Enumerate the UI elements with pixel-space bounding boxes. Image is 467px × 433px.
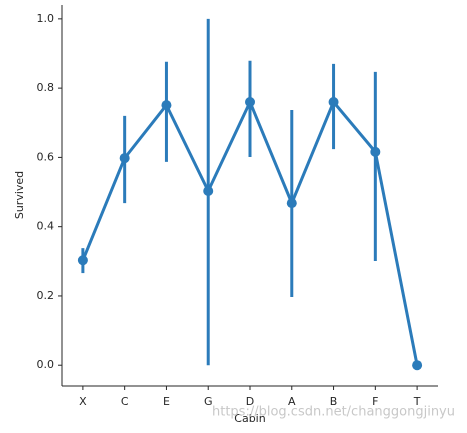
x-tick-label: D [246,395,254,408]
x-tick-label: X [79,395,87,408]
point [286,198,297,209]
x-tick-label: B [330,395,338,408]
y-axis-label: Survived [13,171,26,219]
point [245,96,255,107]
x-tick-label: A [288,395,296,408]
y-tick-label: 0.2 [37,289,55,302]
y-tick-label: 1.0 [37,12,55,25]
x-tick-label: E [163,395,170,408]
y-tick-label: 0.6 [37,150,55,163]
point [161,100,172,111]
point [77,255,88,266]
x-tick-label: G [204,395,213,408]
point [412,360,423,371]
point [119,153,130,164]
point [203,185,214,196]
x-tick-label: T [413,395,421,408]
y-tick-label: 0.0 [37,358,55,371]
x-tick-label: C [121,395,129,408]
y-tick-label: 0.4 [37,220,55,233]
y-tick-label: 0.8 [37,81,55,94]
point [370,146,381,157]
point [328,96,339,107]
x-axis-label: Cabin [234,412,265,425]
watermark: https://blog.csdn.net/changgongjinyu [212,405,455,420]
x-tick-label: F [372,395,378,408]
